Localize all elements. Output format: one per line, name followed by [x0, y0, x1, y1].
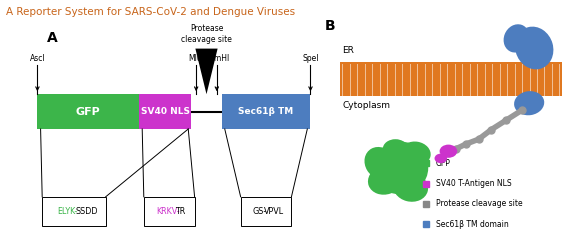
Text: SSDD: SSDD	[76, 207, 98, 216]
Bar	[340, 62, 562, 96]
Text: ELYK-: ELYK-	[57, 207, 77, 216]
Text: Protease
cleavage site: Protease cleavage site	[181, 24, 232, 44]
Text: A Reporter System for SARS-CoV-2 and Dengue Viruses: A Reporter System for SARS-CoV-2 and Den…	[6, 7, 295, 17]
Ellipse shape	[400, 142, 431, 166]
Text: A: A	[47, 31, 58, 45]
Text: Sec61β TM: Sec61β TM	[238, 107, 294, 116]
Ellipse shape	[368, 165, 403, 195]
Polygon shape	[196, 48, 218, 94]
Text: AscI: AscI	[29, 54, 45, 63]
Ellipse shape	[439, 144, 457, 158]
Text: SpeI: SpeI	[302, 54, 319, 63]
Text: Protease cleavage site: Protease cleavage site	[436, 199, 522, 209]
Bar	[240, 197, 291, 226]
Text: B: B	[325, 19, 336, 33]
Ellipse shape	[514, 91, 544, 115]
Text: KRKV-: KRKV-	[156, 207, 180, 216]
Text: GS-: GS-	[253, 207, 267, 216]
Text: SV40 NLS: SV40 NLS	[141, 107, 190, 116]
Text: GFP: GFP	[436, 159, 451, 168]
Ellipse shape	[383, 139, 408, 158]
Bar	[139, 94, 192, 129]
Text: TR: TR	[175, 207, 185, 216]
Text: GFP: GFP	[76, 107, 100, 117]
Bar	[144, 197, 194, 226]
Text: BamHI: BamHI	[204, 54, 230, 63]
Text: SV40 T-Antigen NLS: SV40 T-Antigen NLS	[436, 179, 511, 188]
Text: Sec61β TM domain: Sec61β TM domain	[436, 220, 509, 229]
Bar	[37, 94, 139, 129]
Text: VPVL: VPVL	[264, 207, 284, 216]
Ellipse shape	[515, 27, 553, 69]
Ellipse shape	[434, 154, 447, 163]
Ellipse shape	[503, 24, 530, 53]
Ellipse shape	[365, 147, 396, 180]
Text: Cytoplasm: Cytoplasm	[342, 101, 391, 110]
Bar	[222, 94, 311, 129]
Text: MluI: MluI	[188, 54, 204, 63]
Ellipse shape	[373, 142, 428, 194]
Ellipse shape	[393, 173, 428, 202]
Text: ER: ER	[342, 46, 354, 55]
Bar	[42, 197, 105, 226]
